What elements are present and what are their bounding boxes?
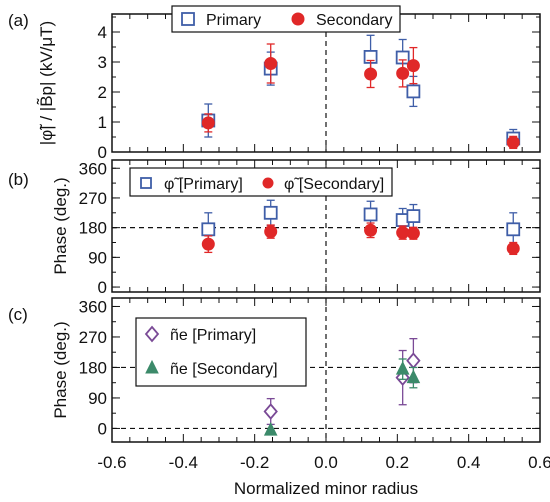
y-tick-label: 3 — [98, 53, 107, 72]
panel-label: (b) — [8, 170, 29, 189]
data-point — [264, 225, 278, 239]
x-axis-label: Normalized minor radius — [234, 479, 418, 498]
y-tick-label: 180 — [79, 219, 107, 238]
x-tick-label: -0.6 — [97, 453, 126, 472]
legend-marker — [145, 359, 159, 374]
data-point — [406, 209, 421, 224]
x-tick-label: -0.2 — [240, 453, 269, 472]
y-axis-label: Phase (deg.) — [51, 177, 70, 274]
data-point — [506, 241, 520, 255]
data-point — [396, 226, 410, 240]
panel-label: (c) — [8, 305, 28, 324]
y-tick-label: 0 — [98, 143, 107, 162]
x-tick-label: -0.4 — [169, 453, 198, 472]
data-point — [506, 222, 521, 237]
y-tick-label: 0 — [98, 419, 107, 438]
y-tick-label: 270 — [79, 328, 107, 347]
legend-marker — [262, 177, 274, 189]
y-tick-label: 90 — [88, 248, 107, 267]
x-tick-label: 0.2 — [386, 453, 410, 472]
y-tick-label: 4 — [98, 23, 107, 42]
x-tick-label: 0.4 — [457, 453, 481, 472]
y-tick-label: 360 — [79, 297, 107, 316]
y-axis-label: |φ̃| / |B̃p| (kV/μT) — [36, 21, 56, 145]
legend-marker — [144, 325, 160, 343]
legend-label: φ̃ [Secondary] — [284, 176, 384, 193]
data-point — [406, 84, 421, 99]
data-point — [363, 207, 378, 222]
data-point — [406, 226, 420, 240]
data-point — [396, 66, 410, 80]
data-point — [263, 403, 278, 420]
data-point — [263, 205, 278, 220]
data-point — [201, 116, 215, 130]
data-point — [406, 369, 421, 384]
data-point — [263, 422, 278, 436]
data-point — [264, 57, 278, 70]
legend-box — [171, 5, 401, 33]
data-point — [506, 135, 520, 149]
data-point — [364, 67, 378, 81]
y-tick-label: 270 — [79, 189, 107, 208]
data-point — [201, 222, 216, 237]
y-tick-label: 1 — [98, 113, 107, 132]
data-point — [406, 352, 421, 370]
data-point — [201, 237, 215, 251]
data-point — [406, 59, 420, 73]
x-tick-label: 0.0 — [314, 453, 338, 472]
y-tick-label: 0 — [98, 278, 107, 297]
legend-box — [129, 167, 393, 197]
panel-label: (a) — [8, 11, 29, 30]
data-point — [364, 223, 378, 237]
legend-marker — [140, 177, 152, 189]
x-tick-label: 0.6 — [528, 453, 550, 472]
data-point — [395, 361, 410, 375]
legend-marker — [291, 12, 305, 26]
legend-label: ñe [Primary] — [170, 327, 256, 344]
y-axis-label: Phase (deg.) — [51, 321, 70, 418]
legend-label: Primary — [206, 12, 261, 29]
legend-box — [135, 317, 307, 387]
y-tick-label: 360 — [79, 159, 107, 178]
y-tick-label: 2 — [98, 83, 107, 102]
legend-label: Secondary — [316, 12, 393, 29]
legend-label: ñe [Secondary] — [170, 361, 278, 378]
legend-marker — [181, 12, 195, 26]
legend-label: φ̃ [Primary] — [164, 176, 243, 193]
y-tick-label: 180 — [79, 358, 107, 377]
y-tick-label: 90 — [88, 389, 107, 408]
